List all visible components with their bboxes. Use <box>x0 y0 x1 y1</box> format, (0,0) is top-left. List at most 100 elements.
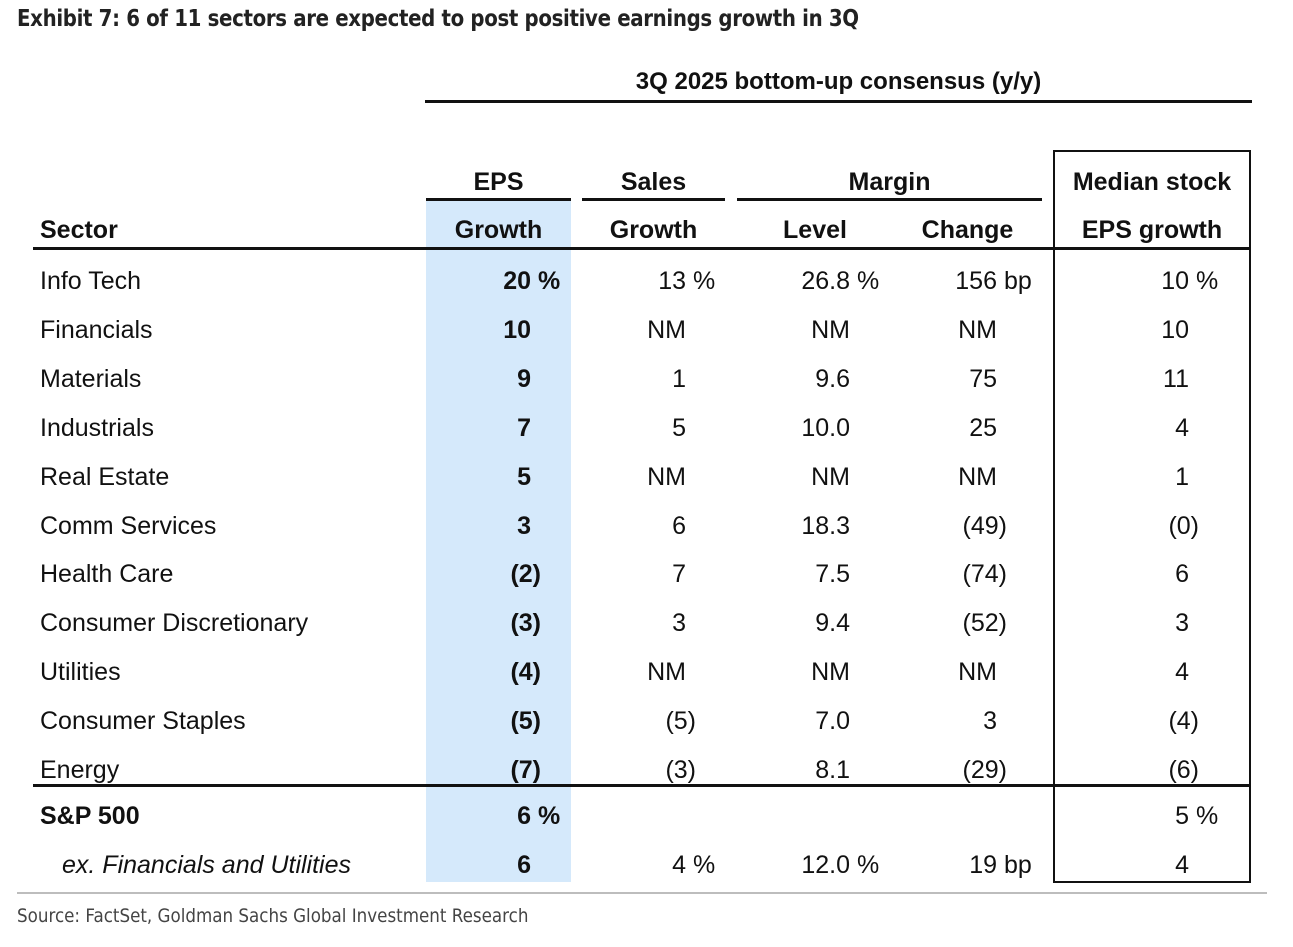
sales-cell: 7 <box>486 550 686 598</box>
sales-cell: 5 <box>486 404 686 452</box>
eps-unit: % <box>531 802 561 830</box>
change-cell: 156 <box>797 257 997 305</box>
header-eps: EPS <box>473 168 524 196</box>
table-row: Energy (7) (3) 8.1 (29) (6) <box>0 746 1293 794</box>
median-cell: 11 <box>989 355 1189 403</box>
change-cell: 3 <box>797 697 997 745</box>
footer-rule <box>17 892 1267 894</box>
sales-value: 6 <box>672 511 686 540</box>
change-value: 75 <box>969 364 997 393</box>
median-cell: (4) <box>989 697 1199 745</box>
sector-name: Info Tech <box>40 267 142 295</box>
median-value: (0) <box>1168 511 1199 540</box>
change-value: NM <box>958 462 997 491</box>
median-cell: 1 <box>989 453 1189 501</box>
eps-column-highlight <box>426 201 571 882</box>
level-cell: 26.8 <box>650 257 850 305</box>
median-value: 3 <box>1175 609 1189 638</box>
change-cell: (29) <box>797 746 1007 794</box>
totals-rule <box>33 784 1250 787</box>
eps-cell: (4) <box>331 648 541 696</box>
table-row: Comm Services 3 6 18.3 (49) (0) <box>0 502 1293 550</box>
sales-cell: 4 <box>486 841 686 889</box>
sales-cell: (3) <box>486 746 696 794</box>
eps-value: (5) <box>510 707 541 736</box>
median-value: 6 <box>1175 560 1189 589</box>
sector-name: Energy <box>40 756 120 784</box>
sector-name: ex. Financials and Utilities <box>62 850 352 879</box>
level-value: 8.1 <box>815 756 850 784</box>
table-row: Real Estate 5 NM NM NM 1 <box>0 453 1293 501</box>
median-column-box <box>1053 150 1251 883</box>
table-row: Info Tech 20 % 13 % 26.8 % 156 bp 10 % <box>0 257 1293 305</box>
sales-unit: % <box>686 850 716 879</box>
sales-value: (5) <box>665 707 696 736</box>
level-value: 9.6 <box>815 364 850 393</box>
median-value: 4 <box>1175 413 1189 442</box>
level-value: NM <box>811 658 850 687</box>
median-cell: 4 <box>989 648 1189 696</box>
header-margin-change: Change <box>921 216 1014 244</box>
table-row: Financials 10 NM NM NM 10 <box>0 306 1293 354</box>
change-value: 156 <box>955 267 997 295</box>
level-cell: 7.0 <box>650 697 850 745</box>
header-median-bottom: EPS growth <box>1081 216 1223 244</box>
margin-underline <box>737 198 1042 201</box>
sales-value: 7 <box>672 560 686 589</box>
change-unit: bp <box>997 267 1032 295</box>
median-value: (4) <box>1168 707 1199 736</box>
header-eps-growth: Growth <box>454 216 543 244</box>
table-row: Industrials 7 5 10.0 25 4 <box>0 404 1293 452</box>
change-cell: 75 <box>797 355 997 403</box>
median-value: 11 <box>1163 364 1189 393</box>
change-value: NM <box>958 658 997 687</box>
sales-underline <box>582 198 725 201</box>
level-cell: 18.3 <box>650 502 850 550</box>
total-row: S&P 500 6 % 5 % <box>0 792 1293 840</box>
change-cell: NM <box>797 648 997 696</box>
change-value: (74) <box>962 560 1007 589</box>
group-header-rule <box>425 100 1252 103</box>
header-sector: Sector <box>40 216 118 244</box>
eps-cell: 5 <box>331 453 531 501</box>
median-value: 10 <box>1161 315 1189 344</box>
sales-value: 5 <box>672 413 686 442</box>
median-cell: 3 <box>989 599 1189 647</box>
eps-value: 6 <box>517 850 531 879</box>
change-cell: 25 <box>797 404 997 452</box>
level-value: 9.4 <box>815 609 850 638</box>
change-value: 25 <box>969 413 997 442</box>
change-cell <box>797 792 997 840</box>
median-value: 4 <box>1175 658 1189 687</box>
sales-cell: NM <box>486 453 686 501</box>
sales-cell: 6 <box>486 502 686 550</box>
group-header: 3Q 2025 bottom-up consensus (y/y) <box>635 68 1042 95</box>
table-row: Consumer Staples (5) (5) 7.0 3 (4) <box>0 697 1293 745</box>
eps-cell: (2) <box>331 550 541 598</box>
level-cell: NM <box>650 306 850 354</box>
level-value: 7.0 <box>815 707 850 736</box>
header-sales-growth: Growth <box>609 216 698 244</box>
sector-name: Comm Services <box>40 511 217 540</box>
sales-value: NM <box>647 315 686 344</box>
sales-value: (3) <box>665 756 696 784</box>
sales-value: NM <box>647 462 686 491</box>
level-value: NM <box>811 462 850 491</box>
median-value: 4 <box>1175 850 1189 879</box>
eps-cell: 10 <box>331 306 531 354</box>
median-cell: (0) <box>989 502 1199 550</box>
level-value: 18.3 <box>801 511 850 540</box>
sales-value: 4 <box>672 850 686 879</box>
eps-value: 6 <box>517 802 531 830</box>
level-unit: % <box>850 850 880 879</box>
sales-cell: 13 <box>486 257 686 305</box>
table-row: Materials 9 1 9.6 75 11 <box>0 355 1293 403</box>
sector-name: Consumer Discretionary <box>40 609 309 638</box>
header-margin: Margin <box>848 168 931 196</box>
level-value: 7.5 <box>815 560 850 589</box>
header-margin-level: Level <box>783 216 847 244</box>
eps-cell: (7) <box>331 746 541 794</box>
median-cell: 6 <box>989 550 1189 598</box>
eps-value: 5 <box>517 462 531 491</box>
eps-cell: (5) <box>331 697 541 745</box>
